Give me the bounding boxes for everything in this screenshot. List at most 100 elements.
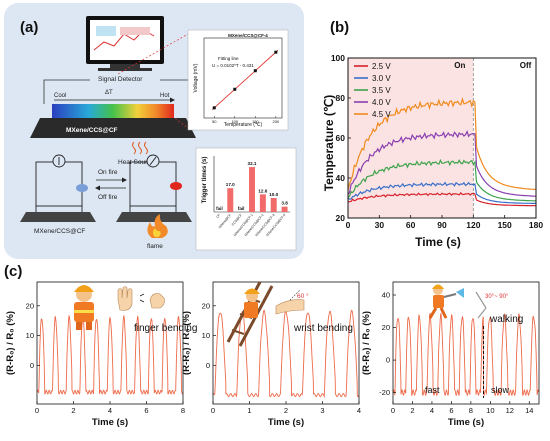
voltage-x-tick-label: 50 (212, 119, 217, 124)
wrist-angle-label: 60 ° (297, 292, 309, 300)
panel-a-label: (a) (20, 19, 38, 36)
temperature-series-line (347, 158, 537, 202)
wrist-x-tick-label: 2 (284, 406, 288, 415)
on-fire-label: On fire (98, 169, 118, 176)
walking-x-tick-label: 10 (486, 406, 494, 415)
voltage-chart-title: MXene/CCS@CF-4 (228, 33, 268, 38)
sample-strip-left (20, 212, 96, 222)
temperature-y-axis-label: Temperature (℃) (322, 95, 336, 192)
temperature-y-tick-label: 20 (336, 213, 346, 223)
temperature-x-axis-label: Time (s) (415, 235, 461, 249)
wrist-x-axis-label: Time (s) (268, 417, 304, 428)
temperature-series-line (347, 192, 536, 207)
sample-strip-right (116, 212, 192, 222)
inset-connector-top (117, 33, 189, 75)
bulb-on-icon (170, 182, 182, 190)
heat-waves-icon (132, 141, 148, 155)
voltage-data-point (274, 50, 278, 54)
finger-bending-annotation: finger bending (134, 323, 197, 334)
voltage-x-axis-label: Temperature (℃) (224, 122, 263, 128)
heat-source-label: Heat Source (118, 159, 155, 166)
circuit-off-state (20, 154, 96, 222)
temperature-x-tick-label: 0 (346, 220, 351, 230)
finger-x-tick-label: 4 (108, 406, 112, 415)
voltage-x-tick-label: 150 (252, 119, 259, 124)
wire-left (43, 79, 90, 104)
walking-x-tick-label: 12 (506, 406, 514, 415)
running-firefighter-icon (428, 284, 464, 319)
panel-c-label: (c) (4, 263, 22, 280)
inset-connector-bottom (171, 115, 189, 129)
temperature-x-tick-label: 120 (466, 220, 480, 230)
temperature-y-tick-label: 100 (331, 53, 345, 63)
temperature-y-tick-label: 60 (336, 133, 346, 143)
temperature-series-line (347, 130, 536, 197)
temperature-y-tick-label: 80 (336, 93, 346, 103)
finger-y-tick-label: 0 (30, 361, 34, 370)
fit-annotation-line1: Fitting line (218, 56, 239, 61)
trigger-bar (259, 194, 266, 212)
wrist-bending-chart: 0 1 2 3 4 0 10 20 Time (s) (R-R₀) / R₀ (%) (181, 281, 361, 428)
off-fire-arrow-head (95, 185, 100, 191)
walking-y-tick-label: 0 (386, 356, 390, 365)
walking-annotation: walking (489, 314, 523, 325)
slow-label: slow (491, 385, 510, 395)
wrist-y-tick-label: 0 (206, 361, 210, 370)
walking-y-axis-label: (R-R₀) / R₀ (%) (361, 311, 372, 375)
trigger-value-label: 3.8 (281, 201, 288, 206)
voltage-x-tick-label: 100 (231, 119, 238, 124)
wrist-icon (275, 289, 305, 315)
temperature-series-line (347, 97, 537, 191)
temperature-y-tick-label: 40 (336, 173, 346, 183)
wrist-x-tick-label: 3 (320, 406, 324, 415)
walking-plot-frame (392, 281, 540, 405)
finger-x-tick-label: 6 (144, 406, 148, 415)
walking-x-tick-label: 2 (410, 406, 414, 415)
ladder-firefighter-icon (226, 281, 274, 347)
fast-label: fast (425, 385, 440, 395)
walking-x-axis-label: Time (s) (448, 417, 484, 428)
trigger-times-chart: Trigger times (s) failCF17.0MXene@CFfail… (202, 156, 290, 237)
temperature-x-tick-label: 90 (437, 220, 447, 230)
trigger-inset-frame (195, 147, 297, 251)
circuit-on-state (116, 154, 192, 222)
finger-y-tick-label: 20 (26, 301, 34, 310)
voltage-data-point (253, 69, 257, 73)
trigger-value-label: 17.0 (226, 182, 235, 187)
legend-label: 3.5 V (372, 86, 391, 95)
bulb-off-icon (76, 184, 88, 192)
wrist-x-tick-label: 4 (357, 406, 361, 415)
trigger-bar (270, 198, 277, 212)
panel-b-label: (b) (330, 19, 349, 36)
off-fire-label: Off fire (98, 194, 118, 201)
hot-label: Hot (160, 93, 170, 99)
trigger-value-label: 32.1 (248, 161, 257, 166)
temperature-x-tick-label: 150 (498, 220, 512, 230)
wrist-x-tick-label: 1 (247, 406, 251, 415)
finger-x-tick-label: 8 (181, 406, 185, 415)
trigger-category-label: CF (215, 213, 221, 219)
wrist-x-tick-label: 0 (211, 406, 215, 415)
wrist-bending-annotation: wrist bending (293, 323, 353, 334)
trigger-bar (249, 167, 255, 212)
delta-t-label: ΔT (105, 90, 113, 96)
finger-x-axis-label: Time (s) (92, 417, 128, 428)
signal-detector-label: Signal Detector (98, 76, 143, 83)
legend-label: 2.5 V (372, 62, 391, 71)
heat-source-block (30, 118, 196, 138)
temperature-chart: On Off 2.5 V 3.0 V 3.5 V 4.0 V 4.5 V 0 30 60 90 120… (331, 53, 544, 230)
signal-detector-monitor (86, 16, 164, 71)
wrist-y-tick-label: 10 (202, 331, 210, 340)
finger-y-axis-label: (R-R₀) / R₀ (%) (5, 311, 16, 375)
walking-x-tick-label: 6 (449, 406, 453, 415)
voltage-plot-area (203, 37, 283, 119)
finger-y-tick-label: 10 (26, 331, 34, 340)
fit-annotation-line2: U = 0.0102*T - 0.431 (212, 63, 254, 68)
trigger-value-label: fail (238, 206, 245, 211)
voltage-inset-frame (187, 29, 289, 131)
trigger-value-label: 12.6 (258, 188, 267, 193)
trigger-value-label: 10.0 (269, 192, 278, 197)
walking-x-tick-label: 14 (525, 406, 533, 415)
